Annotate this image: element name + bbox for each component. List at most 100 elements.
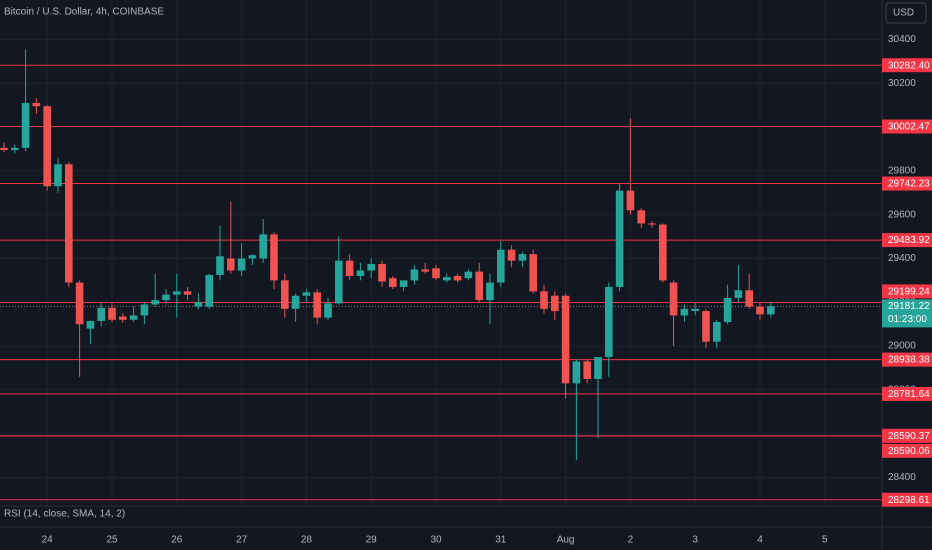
x-tick-label: 4 (757, 535, 763, 546)
candle-body (356, 270, 365, 276)
candle-body (659, 224, 667, 281)
candle-body (173, 291, 181, 295)
level-label-box (882, 119, 932, 134)
currency-button[interactable] (885, 2, 927, 24)
x-tick-label: 24 (42, 535, 54, 546)
candle-body (194, 302, 203, 307)
y-tick-label: 30200 (888, 78, 916, 89)
x-tick-label: 3 (692, 535, 698, 546)
last-price-label: 29181.22 (888, 301, 930, 312)
candle-body (32, 102, 41, 107)
candle-body (216, 256, 224, 275)
x-tick-label: 5 (822, 535, 828, 546)
x-tick-label: 28 (301, 535, 313, 546)
candle-body (335, 260, 343, 304)
candle-body (443, 277, 451, 281)
x-tick-label: 31 (495, 535, 507, 546)
candle-body (313, 292, 321, 318)
candle-body (615, 190, 624, 287)
candle-body (399, 280, 408, 287)
level-label: 30002.47 (888, 122, 930, 133)
candle-body (745, 290, 753, 307)
candle-body (129, 315, 138, 320)
chart-title: Bitcoin / U.S. Dollar, 4h, COINBASE (4, 7, 164, 18)
x-tick-label: 26 (171, 535, 183, 546)
candle-body (140, 304, 149, 316)
candle-body (65, 164, 73, 283)
candle-body (11, 147, 19, 151)
candle-body (389, 278, 397, 287)
indicator-label: RSI (14, close, SMA, 14, 2) (4, 509, 125, 520)
x-tick-label: 30 (430, 535, 442, 546)
candle-body (410, 269, 419, 281)
level-label-box (882, 284, 932, 299)
x-tick-label: 2 (628, 535, 634, 546)
candle-body (0, 147, 8, 151)
candle-body (378, 263, 386, 282)
level-label: 29199.24 (888, 287, 930, 298)
candle-body (151, 300, 159, 305)
x-tick-label: Aug (557, 535, 575, 546)
candle-body (529, 254, 537, 292)
y-tick-label: 29000 (888, 341, 916, 352)
candle-body (486, 282, 494, 301)
level-label: 30282.40 (888, 60, 930, 71)
level-label: 29742.23 (888, 179, 930, 190)
candle-body (475, 271, 483, 301)
currency-label[interactable]: USD (893, 8, 914, 19)
countdown-label: 01:23:00 (888, 314, 927, 325)
x-tick-label: 27 (236, 535, 248, 546)
level-label-box (882, 386, 932, 401)
candle-body (713, 322, 721, 342)
candle-body (205, 274, 213, 307)
candle-body (648, 223, 656, 225)
candle-body (637, 210, 645, 224)
candle-body (259, 234, 267, 259)
candle-body (281, 280, 289, 309)
candle-body (291, 295, 300, 309)
candle-body (248, 255, 257, 259)
candle-body (605, 286, 613, 358)
candle-body (594, 357, 602, 379)
x-tick-label: 29 (366, 535, 378, 546)
candle-body (162, 294, 170, 301)
candle-body (464, 271, 473, 279)
candle-body (497, 249, 505, 283)
candle-body (551, 295, 559, 312)
level-label-box (882, 428, 932, 443)
candle-body (227, 258, 235, 271)
x-tick-label: 25 (106, 535, 118, 546)
candle-body (507, 249, 516, 261)
candle-body (43, 106, 51, 187)
candle-body (432, 268, 440, 279)
y-tick-label: 29800 (888, 165, 916, 176)
candle-body (86, 320, 95, 329)
candle-body (21, 102, 30, 148)
candle-body (572, 361, 581, 384)
candle-body (97, 307, 105, 321)
level-label: 28298.61 (888, 495, 930, 506)
level-label-box (882, 176, 932, 191)
level-label-box (882, 443, 932, 458)
candle-body (561, 295, 570, 384)
level-label: 28590.06 (888, 446, 930, 457)
y-tick-label: 29600 (888, 209, 916, 220)
candle-body (734, 290, 743, 298)
y-tick-label: 30400 (888, 34, 916, 45)
candle-body (680, 308, 689, 316)
candle-body (756, 306, 764, 315)
level-label: 28938.38 (888, 355, 930, 366)
candle-body (324, 303, 332, 318)
candle-body (691, 308, 699, 312)
last-price-box (882, 299, 932, 328)
candle-body (270, 234, 278, 281)
candle-body (302, 292, 311, 296)
candle-body (345, 260, 354, 276)
candle-body (421, 269, 429, 272)
candle-body (108, 307, 116, 320)
candle-body (54, 164, 62, 187)
level-label-box (882, 58, 932, 73)
candle-body (767, 306, 775, 315)
candle-body (669, 282, 678, 316)
